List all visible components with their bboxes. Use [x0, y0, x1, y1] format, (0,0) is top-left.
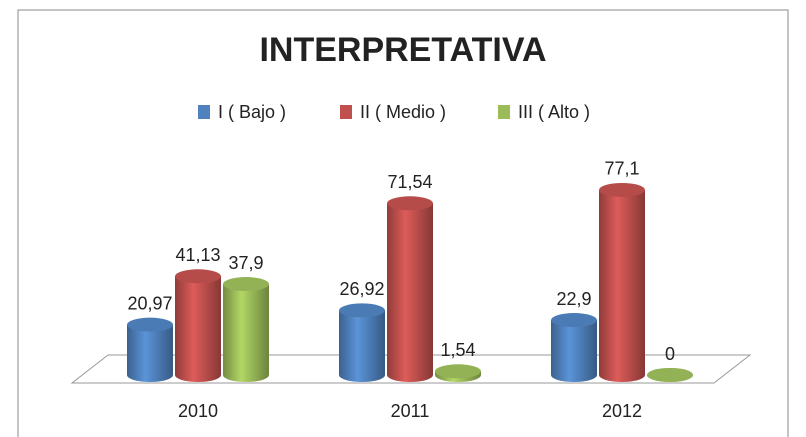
bar-top — [551, 313, 597, 328]
bar — [599, 189, 645, 375]
data-label: 41,13 — [175, 245, 220, 265]
data-label: 26,92 — [339, 279, 384, 299]
bar-top — [599, 182, 645, 197]
data-label: 0 — [665, 344, 675, 364]
bar-top — [223, 277, 269, 292]
bar — [175, 276, 221, 375]
legend-swatch — [498, 105, 510, 119]
bar-top — [647, 368, 693, 382]
bar — [551, 320, 597, 375]
data-label: 22,9 — [556, 289, 591, 309]
x-tick-label: 2011 — [391, 401, 430, 421]
legend-label: III ( Alto ) — [518, 102, 590, 122]
x-tick-label: 2010 — [178, 401, 218, 421]
bar-top — [387, 196, 433, 211]
data-label: 71,54 — [387, 172, 432, 192]
bar — [223, 284, 269, 375]
bar-top — [339, 303, 385, 318]
legend-swatch — [340, 105, 352, 119]
bar-top — [435, 364, 481, 379]
legend-label: I ( Bajo ) — [218, 102, 286, 122]
data-label: 1,54 — [440, 340, 475, 360]
data-label: 77,1 — [604, 159, 639, 179]
data-label: 20,97 — [127, 293, 172, 313]
data-label: 37,9 — [228, 253, 263, 273]
legend-label: II ( Medio ) — [360, 102, 446, 122]
bar — [339, 310, 385, 375]
bar-top — [127, 317, 173, 332]
bar — [387, 203, 433, 375]
bar — [127, 324, 173, 375]
legend-swatch — [198, 105, 210, 119]
chart-title: INTERPRETATIVA — [259, 31, 546, 69]
x-tick-label: 2012 — [602, 401, 642, 421]
bar-top — [175, 269, 221, 284]
